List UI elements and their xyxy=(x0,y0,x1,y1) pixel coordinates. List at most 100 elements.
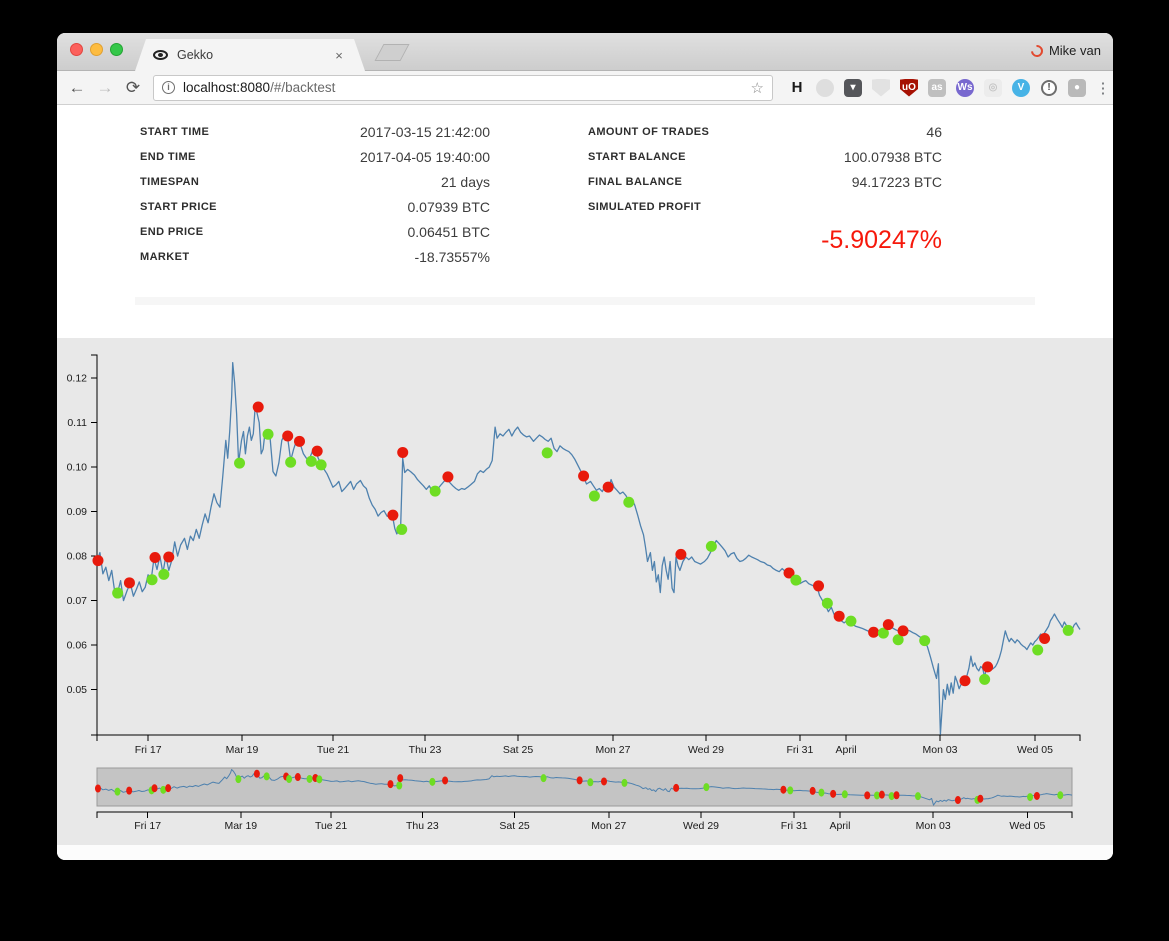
trade-marker-sell[interactable] xyxy=(293,435,305,447)
overview-trade-marker-sell xyxy=(893,791,900,800)
react-devtools-icon[interactable]: ◎ xyxy=(983,78,1003,98)
ublock-origin-icon[interactable]: uO xyxy=(899,78,919,98)
overview-trade-marker-buy xyxy=(787,786,794,795)
trade-marker-sell[interactable] xyxy=(833,610,845,622)
stat-value: 94.17223 BTC xyxy=(851,173,942,190)
overview-trade-marker-sell xyxy=(977,794,984,803)
overview-trade-marker-buy xyxy=(888,792,895,801)
simulated-profit-value: -5.90247% xyxy=(821,226,942,254)
stat-label: MARKET xyxy=(140,250,190,263)
zoom-window-button[interactable] xyxy=(110,43,123,56)
trade-marker-sell[interactable] xyxy=(959,675,971,687)
browser-tab-gekko[interactable]: Gekko × xyxy=(135,39,365,71)
brush-selection[interactable] xyxy=(96,767,1073,807)
trade-marker-buy[interactable] xyxy=(919,635,931,647)
disabled-extension-icon[interactable] xyxy=(815,78,835,98)
trade-marker-sell[interactable] xyxy=(311,445,323,457)
pocket-icon[interactable]: ▾ xyxy=(843,78,863,98)
overview-trade-marker-sell xyxy=(601,777,607,786)
trade-marker-sell[interactable] xyxy=(675,548,687,560)
bookmark-star-icon[interactable]: ☆ xyxy=(750,79,764,97)
trade-marker-sell[interactable] xyxy=(897,625,909,637)
trade-marker-buy[interactable] xyxy=(845,615,857,627)
trade-marker-buy[interactable] xyxy=(396,523,408,535)
trade-marker-buy[interactable] xyxy=(285,456,297,468)
lastfm-icon[interactable]: as xyxy=(927,78,947,98)
trade-marker-sell[interactable] xyxy=(163,551,175,563)
trade-marker-sell[interactable] xyxy=(123,577,135,589)
trade-marker-buy[interactable] xyxy=(1032,644,1044,656)
trade-marker-buy[interactable] xyxy=(1062,624,1074,636)
gray-tile-icon[interactable]: ● xyxy=(1067,78,1087,98)
trade-marker-sell[interactable] xyxy=(982,661,994,673)
close-window-button[interactable] xyxy=(70,43,83,56)
vue-devtools-icon[interactable]: V xyxy=(1011,78,1031,98)
trade-marker-sell[interactable] xyxy=(92,555,104,567)
trade-marker-buy[interactable] xyxy=(315,459,327,471)
trade-marker-buy[interactable] xyxy=(158,568,170,580)
trade-marker-sell[interactable] xyxy=(397,446,409,458)
vue-devtools-glyph: V xyxy=(1012,78,1030,97)
stat-row: FINAL BALANCE 94.17223 BTC xyxy=(588,169,942,194)
trade-marker-sell[interactable] xyxy=(578,470,590,482)
overview-x-tick-label: Sat 25 xyxy=(499,820,530,832)
trade-marker-buy[interactable] xyxy=(234,457,246,469)
trade-marker-buy[interactable] xyxy=(112,587,124,599)
trade-marker-sell[interactable] xyxy=(252,401,264,413)
trade-marker-buy[interactable] xyxy=(877,627,889,639)
minimize-window-button[interactable] xyxy=(90,43,103,56)
overview-trade-marker-buy xyxy=(429,777,436,786)
new-tab-button[interactable] xyxy=(374,44,410,61)
overview-trade-marker-buy xyxy=(114,787,121,796)
forward-button: → xyxy=(96,77,114,97)
shield-faded-icon[interactable] xyxy=(871,78,891,98)
address-bar[interactable]: i localhost:8080/#/backtest ☆ xyxy=(153,74,773,101)
trade-marker-sell[interactable] xyxy=(387,509,399,521)
trade-marker-buy[interactable] xyxy=(892,634,904,646)
browser-menu-icon[interactable]: ⋮ xyxy=(1095,79,1111,97)
trade-marker-buy[interactable] xyxy=(821,597,833,609)
trade-marker-sell[interactable] xyxy=(783,567,795,579)
trade-marker-buy[interactable] xyxy=(623,496,635,508)
page-info-icon[interactable]: i xyxy=(162,81,175,94)
trade-marker-buy[interactable] xyxy=(429,485,441,497)
trade-marker-sell[interactable] xyxy=(442,471,454,483)
back-button[interactable]: ← xyxy=(68,77,86,97)
trade-marker-sell[interactable] xyxy=(868,626,880,638)
overview-trade-marker-buy xyxy=(396,781,403,790)
windscribe-icon[interactable]: Ws xyxy=(955,78,975,98)
trade-marker-buy[interactable] xyxy=(705,540,717,552)
react-devtools-glyph: ◎ xyxy=(984,78,1002,97)
trade-marker-sell[interactable] xyxy=(149,551,161,563)
trade-marker-buy[interactable] xyxy=(262,428,274,440)
trade-marker-buy[interactable] xyxy=(790,574,802,586)
x-tick-label: Wed 05 xyxy=(1017,744,1053,756)
url-text[interactable]: localhost:8080/#/backtest xyxy=(183,80,751,95)
trade-marker-buy[interactable] xyxy=(146,574,158,586)
lastfm-glyph: as xyxy=(928,78,946,97)
x-axis-domain xyxy=(96,734,1081,741)
profile-chip[interactable]: Mike van xyxy=(1028,42,1101,59)
trade-marker-sell[interactable] xyxy=(282,430,294,442)
onepassword-icon[interactable]: ! xyxy=(1039,78,1059,98)
tab-close-icon[interactable]: × xyxy=(335,47,343,63)
browser-window: Gekko × Mike van ← → ⟳ i localhost:8080/… xyxy=(57,33,1113,860)
trade-marker-sell[interactable] xyxy=(882,619,894,631)
h-extension-icon[interactable]: H xyxy=(787,78,807,98)
trade-marker-buy[interactable] xyxy=(979,673,991,685)
overview-trade-marker-buy xyxy=(306,774,313,783)
gekko-eye-icon xyxy=(153,50,168,60)
y-tick-label: 0.12 xyxy=(67,373,88,385)
stat-row: END TIME 2017-04-05 19:40:00 xyxy=(140,144,490,169)
trade-marker-sell[interactable] xyxy=(813,580,825,592)
overview-x-tick-label: Fri 17 xyxy=(134,820,161,832)
reload-button[interactable]: ⟳ xyxy=(125,77,141,97)
x-tick-label: Mon 27 xyxy=(595,744,630,756)
trade-marker-sell[interactable] xyxy=(1039,632,1051,644)
trade-marker-buy[interactable] xyxy=(588,490,600,502)
trade-marker-sell[interactable] xyxy=(602,481,614,493)
trade-marker-buy[interactable] xyxy=(541,447,553,459)
trade-marker-buy[interactable] xyxy=(305,455,317,467)
overview-x-tick-label: Mon 03 xyxy=(916,820,951,832)
overview-trade-marker-sell xyxy=(165,784,172,793)
